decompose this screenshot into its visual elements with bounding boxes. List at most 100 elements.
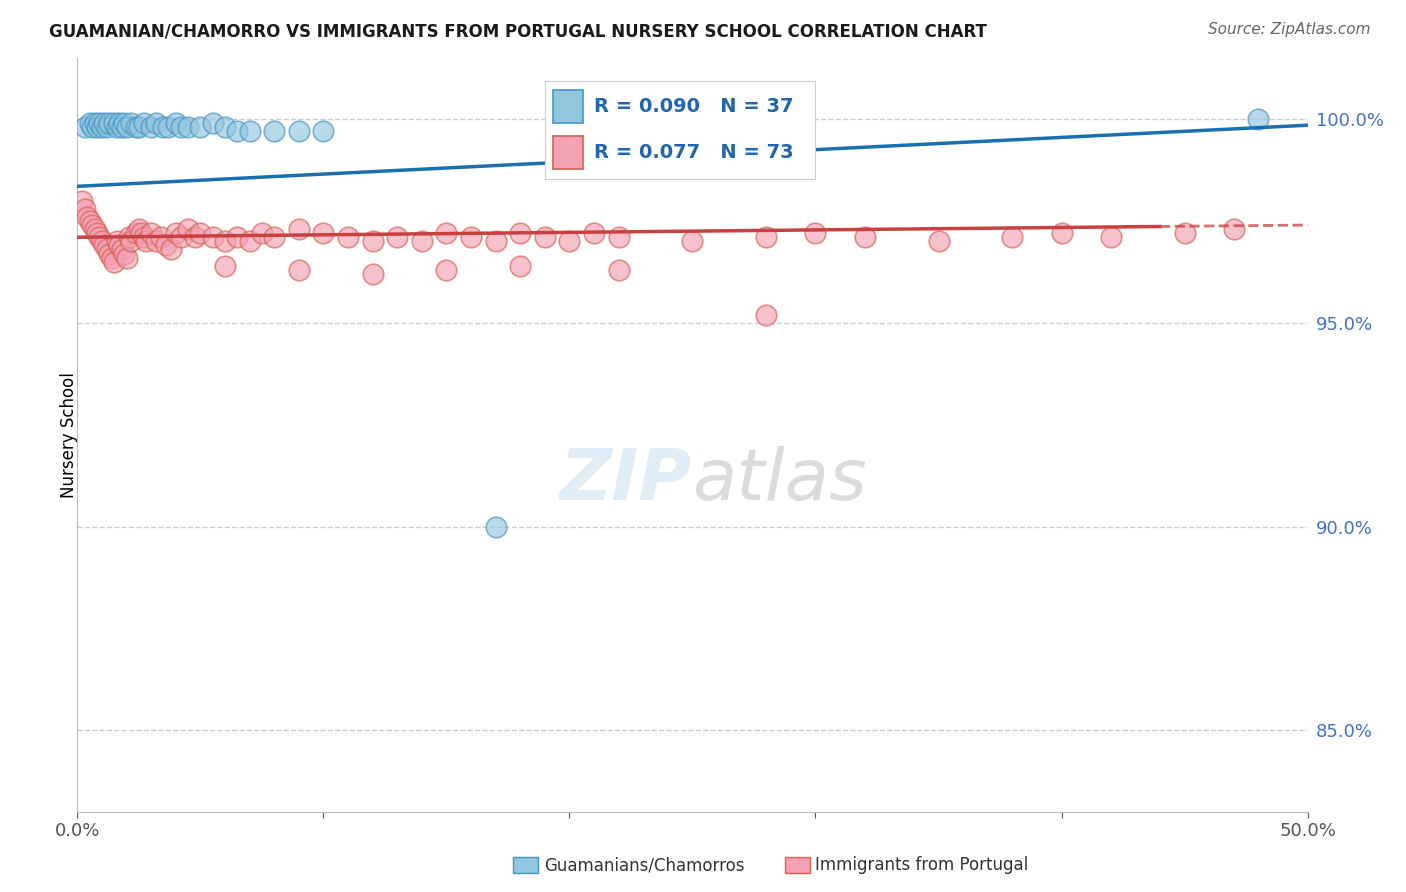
Point — [755, 230, 778, 244]
Point — [190, 226, 212, 240]
Point — [125, 120, 148, 135]
Point — [312, 124, 335, 138]
Point — [90, 120, 114, 135]
Point — [103, 254, 125, 268]
Point — [112, 116, 135, 130]
Point — [150, 230, 173, 244]
Point — [128, 120, 150, 135]
Point — [112, 246, 135, 260]
Point — [201, 230, 224, 244]
Point — [804, 226, 827, 240]
Point — [682, 235, 704, 249]
Point — [1099, 230, 1122, 244]
Point — [96, 120, 118, 135]
Point — [105, 235, 128, 249]
Point — [155, 238, 177, 252]
Point — [558, 235, 581, 249]
Point — [141, 226, 163, 240]
Point — [509, 259, 531, 273]
Point — [108, 116, 131, 130]
Point — [1223, 222, 1246, 236]
Point — [485, 235, 508, 249]
Point — [170, 120, 193, 135]
Point — [239, 235, 262, 249]
Point — [263, 124, 285, 138]
Point — [226, 124, 249, 138]
Point — [103, 116, 125, 130]
Point — [141, 120, 163, 135]
Point — [534, 230, 557, 244]
Point — [115, 251, 138, 265]
Point — [135, 235, 157, 249]
Point — [131, 226, 153, 240]
Point — [214, 235, 236, 249]
Point — [101, 251, 124, 265]
Point — [170, 230, 193, 244]
Point — [411, 235, 433, 249]
Point — [70, 194, 93, 208]
Point — [98, 246, 121, 260]
Point — [79, 214, 101, 228]
Point — [118, 230, 141, 244]
Point — [1001, 230, 1024, 244]
Point — [165, 226, 187, 240]
Point — [132, 116, 155, 130]
Y-axis label: Nursery School: Nursery School — [60, 372, 77, 498]
Point — [214, 120, 236, 135]
Point — [90, 235, 114, 249]
Text: ZIP: ZIP — [560, 446, 693, 515]
Point — [214, 259, 236, 273]
Point — [82, 120, 104, 135]
Text: atlas: atlas — [693, 446, 868, 515]
Point — [1247, 112, 1270, 127]
Point — [288, 222, 311, 236]
Point — [485, 519, 508, 533]
Point — [132, 230, 155, 244]
Point — [337, 230, 360, 244]
Point — [184, 230, 207, 244]
Point — [111, 120, 132, 135]
Point — [387, 230, 409, 244]
Point — [82, 218, 104, 232]
Point — [250, 226, 273, 240]
Point — [460, 230, 482, 244]
Point — [436, 263, 458, 277]
Text: Guamanians/Chamorros: Guamanians/Chamorros — [544, 856, 745, 874]
Point — [152, 120, 174, 135]
Point — [509, 226, 531, 240]
Point — [157, 120, 180, 135]
Point — [177, 120, 200, 135]
Point — [1174, 226, 1197, 240]
Point — [76, 210, 98, 224]
Point — [89, 230, 111, 244]
Point — [312, 226, 335, 240]
Point — [226, 230, 249, 244]
Point — [288, 263, 311, 277]
Point — [755, 308, 778, 322]
Point — [121, 235, 143, 249]
Point — [361, 235, 384, 249]
Point — [73, 120, 96, 135]
Point — [115, 120, 138, 135]
Point — [1050, 226, 1073, 240]
Point — [928, 235, 950, 249]
Point — [111, 243, 132, 257]
Point — [98, 116, 121, 130]
Point — [96, 243, 118, 257]
Point — [79, 116, 101, 130]
Point — [288, 124, 311, 138]
Text: Immigrants from Portugal: Immigrants from Portugal — [815, 856, 1029, 874]
Point — [436, 226, 458, 240]
Point — [89, 116, 111, 130]
Point — [93, 116, 115, 130]
Point — [361, 267, 384, 281]
Point — [607, 263, 630, 277]
Point — [145, 116, 167, 130]
Point — [105, 120, 128, 135]
Text: Source: ZipAtlas.com: Source: ZipAtlas.com — [1208, 22, 1371, 37]
Point — [607, 230, 630, 244]
Point — [190, 120, 212, 135]
Point — [83, 222, 105, 236]
Point — [583, 226, 606, 240]
Point — [93, 238, 115, 252]
